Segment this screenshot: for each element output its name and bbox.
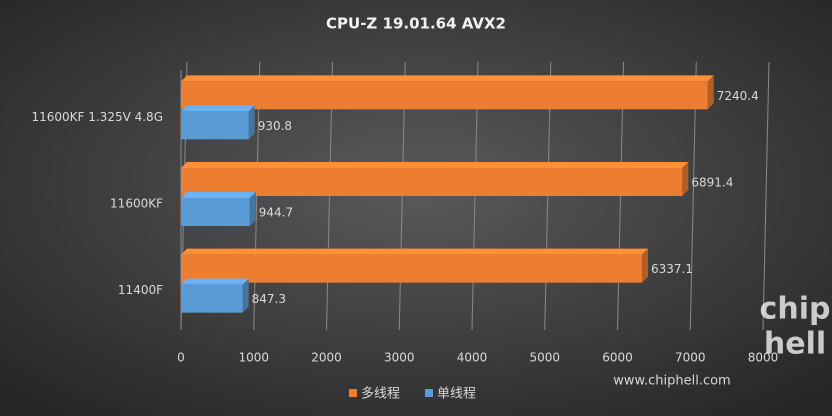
chart-title: CPU-Z 19.01.64 AVX2 — [326, 15, 506, 33]
bar-top — [181, 105, 255, 112]
bar-side — [707, 75, 714, 110]
bar-side — [249, 192, 256, 226]
x-tick-label: 5000 — [529, 351, 560, 365]
bar-top — [181, 278, 249, 285]
bar — [181, 81, 708, 110]
legend-label: 多线程 — [361, 386, 400, 402]
logo: chip — [760, 292, 831, 327]
legend-swatch — [425, 389, 433, 397]
logo: hell — [764, 327, 826, 362]
bar — [181, 284, 243, 313]
bar-side — [242, 278, 249, 313]
bar — [181, 198, 250, 226]
value-label: 944.7 — [259, 206, 293, 220]
bar-top — [181, 162, 689, 168]
x-tick-label: 8000 — [748, 351, 779, 365]
plot: 0 1000 2000 3000 4000 5000 6000 7000 8000 11600KF… — [31, 61, 779, 402]
x-tick-label: 3000 — [384, 351, 415, 365]
y-tick-label: 11400F — [118, 283, 163, 297]
value-label: 7240.4 — [717, 89, 759, 103]
bar-top — [181, 248, 649, 255]
bar-side — [642, 248, 649, 283]
x-tick-label: 6000 — [602, 351, 633, 365]
watermark-url: www.chiphell.com — [613, 374, 730, 389]
x-tick-label: 2000 — [311, 351, 342, 365]
y-tick-label: 11600KF — [110, 197, 163, 211]
bar — [181, 254, 643, 283]
bar-side — [682, 162, 689, 196]
x-tick-label: 4000 — [457, 351, 488, 365]
legend-label: 单线程 — [437, 387, 476, 402]
value-label: 6891.4 — [691, 176, 733, 190]
y-tick-label: 11600KF 1.325V 4.8G — [31, 110, 163, 124]
value-label: 6337.1 — [651, 262, 693, 276]
x-tick-label: 0 — [177, 351, 185, 365]
legend-swatch — [349, 389, 357, 397]
bar-top — [181, 192, 256, 198]
bar — [181, 168, 683, 196]
value-label: 930.8 — [258, 119, 292, 133]
bar-top — [181, 75, 714, 82]
grid-line — [762, 61, 770, 331]
value-label: 847.3 — [252, 292, 286, 306]
x-tick-label: 1000 — [238, 351, 269, 365]
x-tick-label: 7000 — [675, 351, 706, 365]
bar-side — [248, 105, 255, 140]
bar — [181, 111, 249, 140]
